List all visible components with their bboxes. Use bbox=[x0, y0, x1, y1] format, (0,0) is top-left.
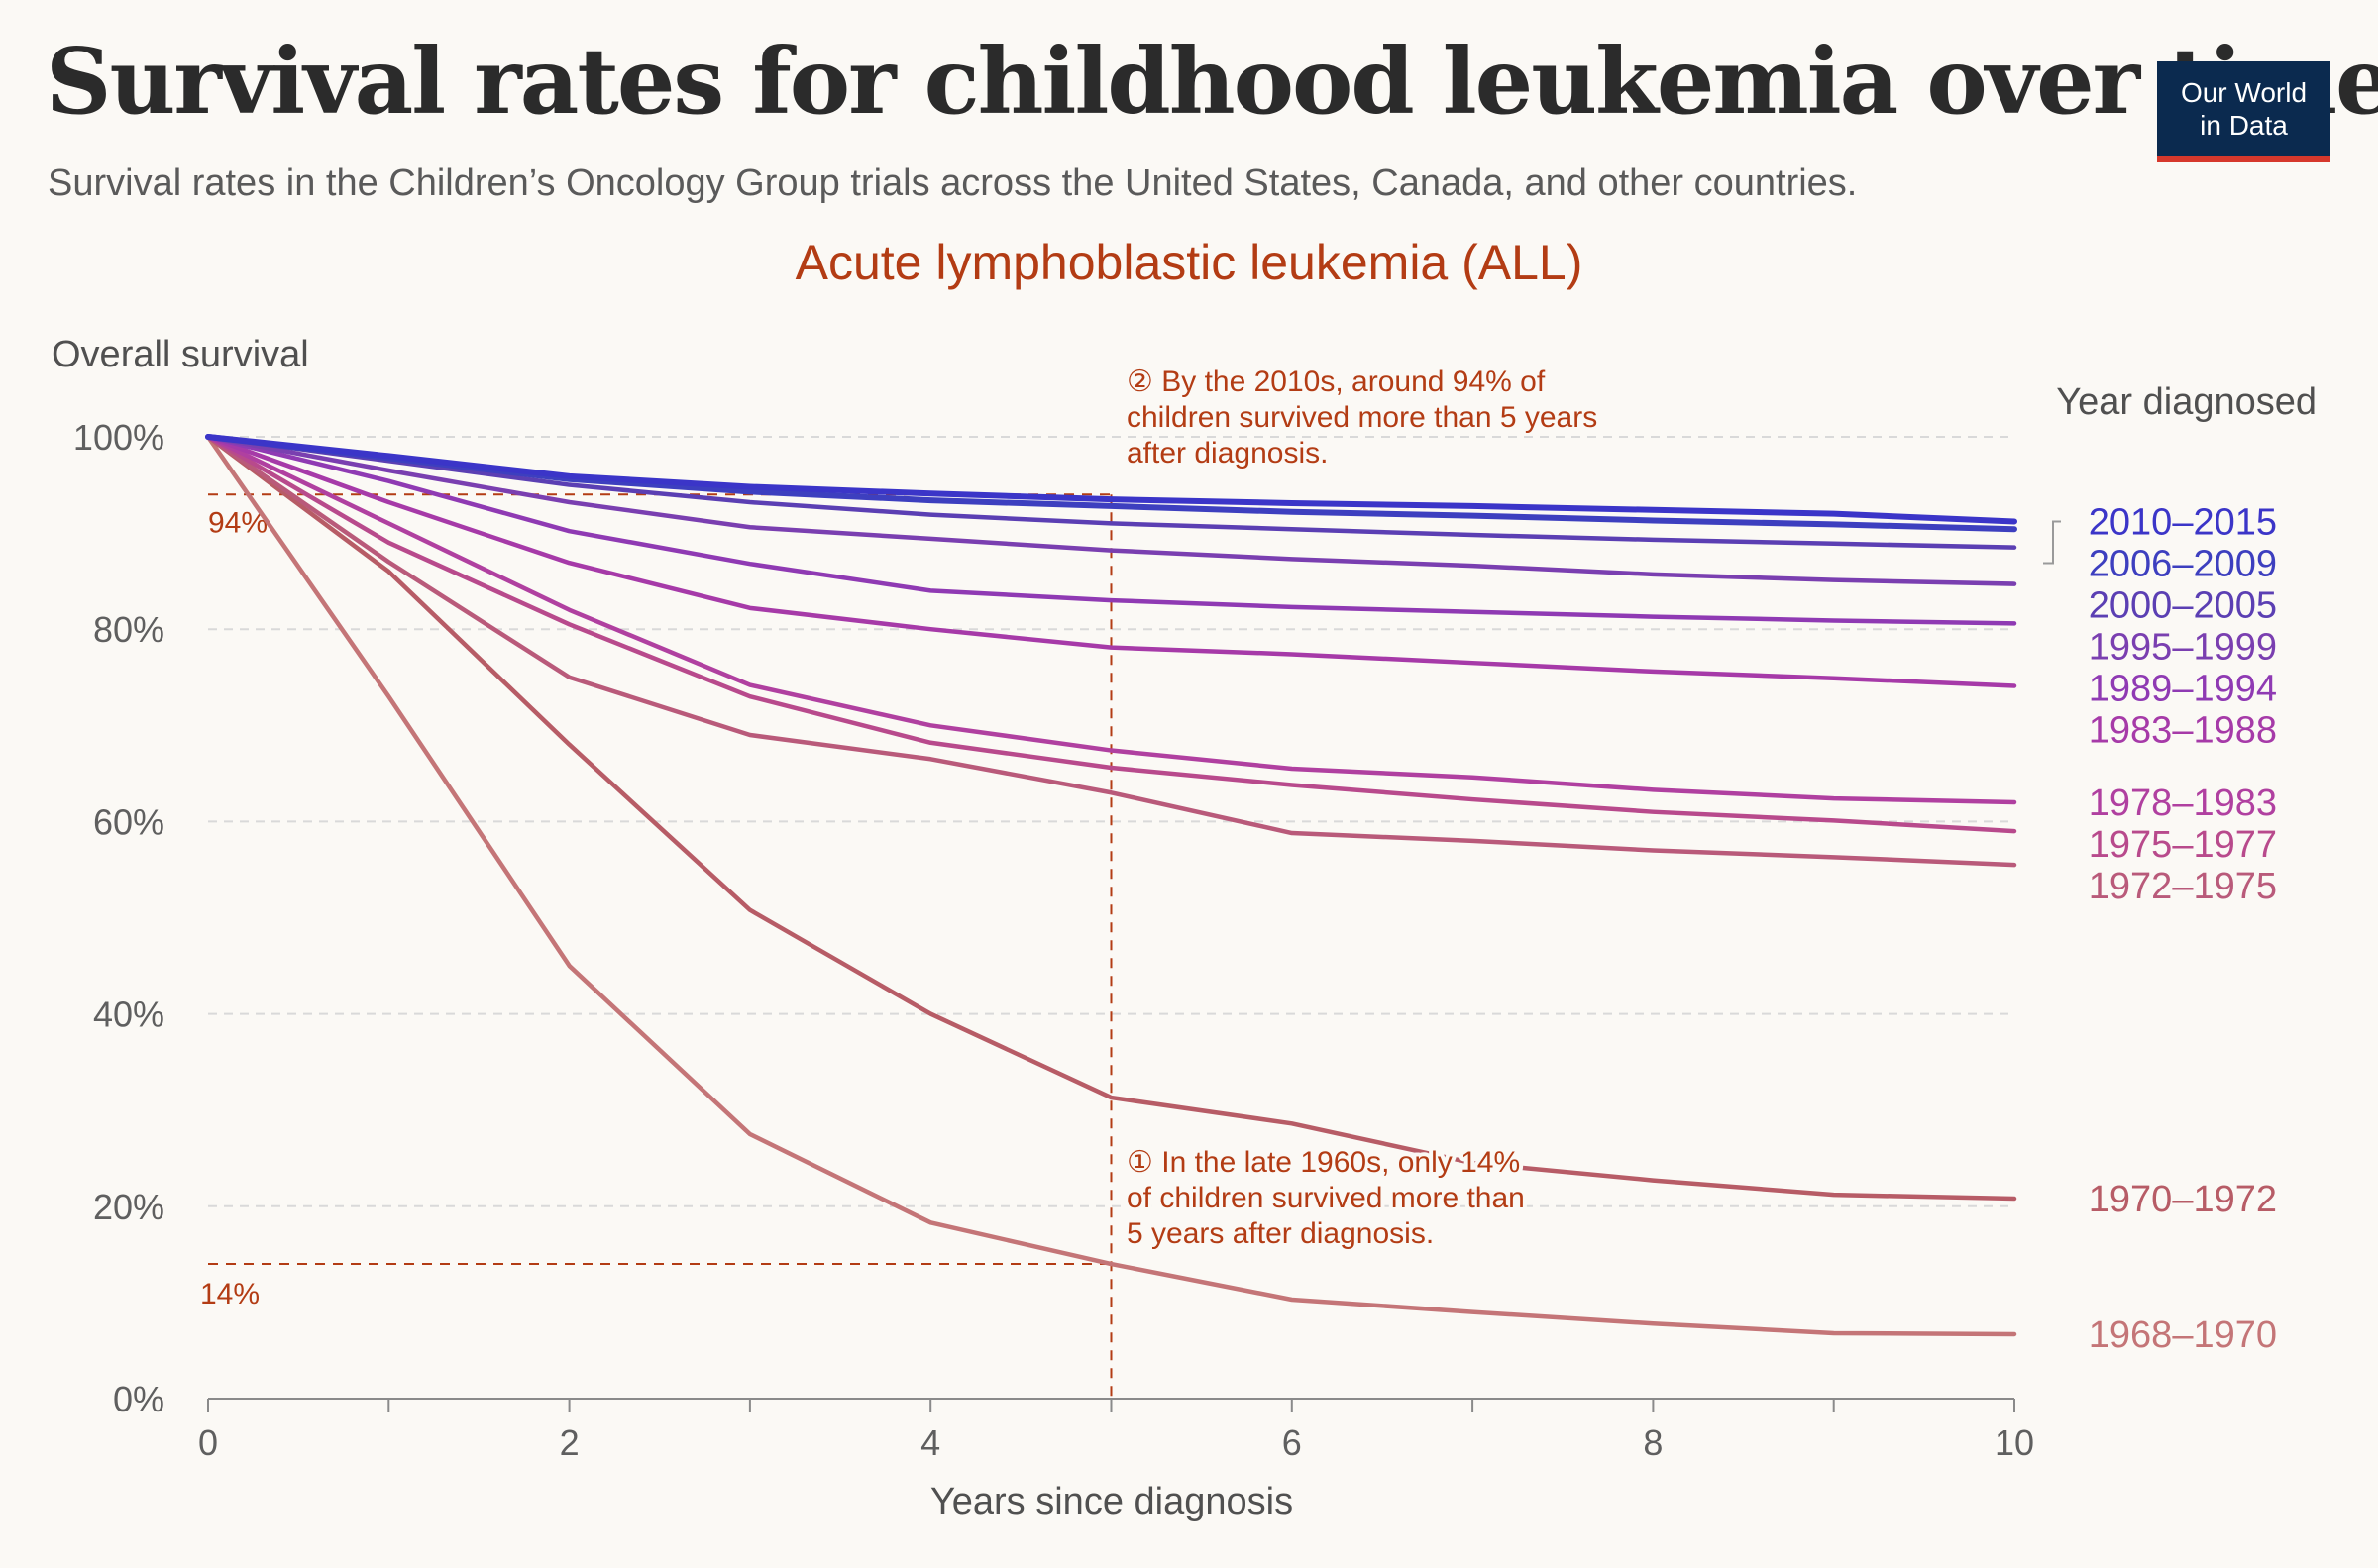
series-label-1975–1977: 1975–1977 bbox=[2089, 824, 2277, 866]
series-line-1983–1988[interactable] bbox=[205, 434, 2017, 688]
series-line-1970–1972[interactable] bbox=[205, 434, 2017, 1202]
x-tick-label: 10 bbox=[1995, 1422, 2034, 1463]
series-label-2010–2015: 2010–2015 bbox=[2089, 501, 2277, 543]
x-tick-label: 6 bbox=[1282, 1422, 1302, 1463]
series-line-2010–2015[interactable] bbox=[205, 434, 2017, 525]
y-tick-label: 60% bbox=[93, 801, 164, 842]
series-label-1995–1999: 1995–1999 bbox=[2089, 626, 2277, 668]
series-label-1983–1988: 1983–1988 bbox=[2089, 709, 2277, 751]
series-line-1972–1975[interactable] bbox=[205, 434, 2017, 868]
note-2010s: ② By the 2010s, around 94% of children su… bbox=[1127, 366, 1597, 470]
logo-line-2: in Data bbox=[2200, 109, 2288, 141]
chart-subtitle: Survival rates in the Children’s Oncolog… bbox=[48, 162, 1858, 204]
y-axis-label: Overall survival bbox=[52, 334, 309, 375]
owid-logo[interactable]: Our World in Data bbox=[2157, 61, 2330, 162]
series-bracket bbox=[2043, 520, 2061, 565]
x-tick-label: 4 bbox=[920, 1422, 940, 1463]
label-14: 14% bbox=[200, 1278, 260, 1310]
x-tick-label: 0 bbox=[198, 1422, 218, 1463]
logo-line-1: Our World bbox=[2180, 76, 2308, 108]
series-label-1972–1975: 1972–1975 bbox=[2089, 866, 2277, 907]
y-tick-label: 100% bbox=[73, 417, 164, 458]
note-1960s: ① In the late 1960s, only 14% of children… bbox=[1127, 1146, 1525, 1250]
series-lines bbox=[205, 434, 2017, 1337]
x-tick-label: 2 bbox=[560, 1422, 580, 1463]
y-tick-label: 40% bbox=[93, 994, 164, 1035]
series-label-1989–1994: 1989–1994 bbox=[2089, 668, 2277, 709]
series-line-2000–2005[interactable] bbox=[205, 434, 2017, 550]
series-line-1968–1970[interactable] bbox=[205, 434, 2017, 1337]
series-line-1978–1983[interactable] bbox=[205, 434, 2017, 805]
y-tick-label: 20% bbox=[93, 1187, 164, 1227]
x-axis-label: Years since diagnosis bbox=[930, 1481, 1293, 1522]
y-axis-ticks: 0% 20% 40% 60% 80% 100% bbox=[73, 417, 164, 1419]
legend-title: Year diagnosed bbox=[2056, 381, 2317, 423]
chart-title: Survival rates for childhood leukemia ov… bbox=[46, 28, 2378, 135]
series-line-1989–1994[interactable] bbox=[205, 434, 2017, 626]
y-tick-label: 0% bbox=[113, 1379, 164, 1419]
series-label-2006–2009: 2006–2009 bbox=[2089, 543, 2277, 584]
y-tick-label: 80% bbox=[93, 609, 164, 650]
series-label-1978–1983: 1978–1983 bbox=[2089, 783, 2277, 824]
x-tick-label: 8 bbox=[1643, 1422, 1663, 1463]
series-label-2000–2005: 2000–2005 bbox=[2089, 584, 2277, 626]
series-label-1970–1972: 1970–1972 bbox=[2089, 1179, 2277, 1220]
x-axis: 0 2 4 6 8 10 bbox=[198, 1398, 2034, 1463]
panel-title: Acute lymphoblastic leukemia (ALL) bbox=[796, 235, 1583, 290]
series-line-1995–1999[interactable] bbox=[205, 434, 2017, 586]
note-1960s-group: ① In the late 1960s, only 14% of children… bbox=[1123, 1142, 1529, 1254]
series-line-1975–1977[interactable] bbox=[205, 434, 2017, 834]
series-label-1968–1970: 1968–1970 bbox=[2089, 1314, 2277, 1356]
note-1960s-halo: ① In the late 1960s, only 14% of children… bbox=[1127, 1146, 1525, 1250]
series-labels: 2010–20152006–20092000–20051995–19991989… bbox=[2043, 501, 2277, 1356]
annotations: ② By the 2010s, around 94% of children su… bbox=[1123, 366, 1597, 1254]
